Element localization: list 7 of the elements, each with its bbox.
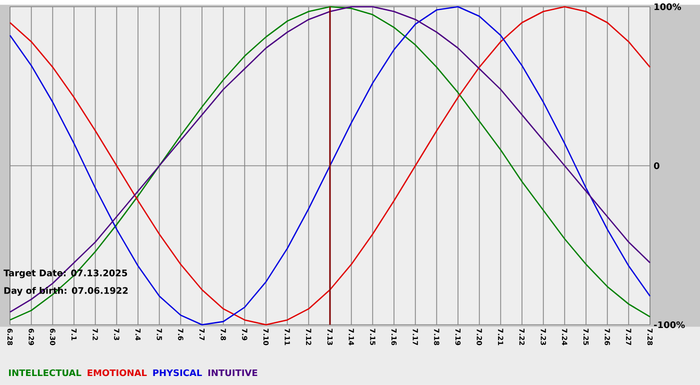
- y-tick-label: 0: [654, 162, 660, 170]
- text: INTUITIVE: [208, 370, 258, 376]
- y-tick-label: 100%: [654, 3, 682, 10]
- text: INTELLECTUAL: [9, 369, 82, 376]
- text: EMOTIONAL: [88, 369, 147, 376]
- text: PHYSICAL: [153, 369, 202, 376]
- y-tick-label: -100%: [654, 321, 685, 328]
